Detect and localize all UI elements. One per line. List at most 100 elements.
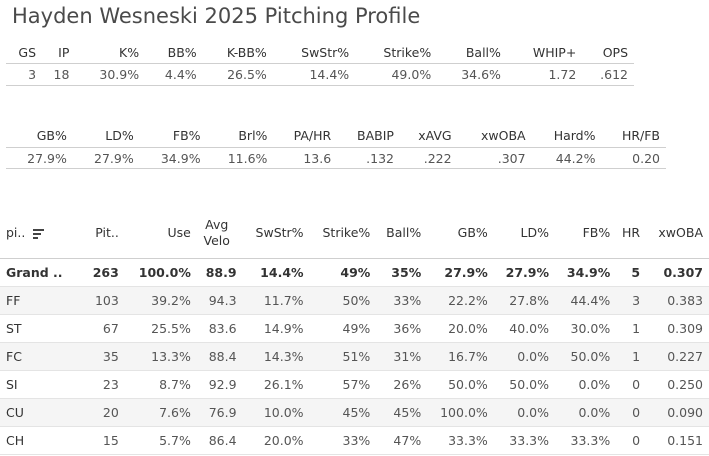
cell-hr: 0 bbox=[616, 370, 647, 399]
cell-xwoba: 0.151 bbox=[646, 426, 709, 455]
summary-1-header-row: GS IP K% BB% K-BB% SwStr% Strike% Ball% … bbox=[6, 41, 634, 64]
cell-strike-pct: 33% bbox=[309, 426, 377, 455]
cell-ball-pct: 36% bbox=[376, 314, 428, 343]
value-babip: .132 bbox=[337, 147, 400, 169]
cell-fb-pct: 0.0% bbox=[555, 398, 617, 427]
summary-table-2: GB% LD% FB% Brl% PA/HR BABIP xAVG xwOBA … bbox=[6, 124, 666, 169]
grand-total-row[interactable]: Grand .. 263 100.0% 88.9 14.4% 49% 35% 27.9% 27.… bbox=[0, 258, 709, 287]
cell-swstr-pct: 26.1% bbox=[242, 370, 310, 399]
cell-swstr-pct: 14.4% bbox=[242, 258, 310, 287]
col-header-swstr-pct: SwStr% bbox=[301, 44, 350, 60]
value-k-pct: 30.9% bbox=[75, 63, 146, 86]
cell-hr: 0 bbox=[616, 398, 647, 427]
cell-pitch-type: Grand .. bbox=[0, 258, 86, 287]
cell-fb-pct: 33.3% bbox=[555, 426, 617, 455]
col-header-pitch-type[interactable]: pi.. bbox=[0, 208, 85, 259]
cell-swstr-pct: 14.3% bbox=[242, 342, 310, 371]
col-header-avg-velo-label: Avg Velo bbox=[203, 217, 230, 248]
table-row[interactable]: ST 67 25.5% 83.6 14.9% 49% 36% 20.0% 40.0% 30.0% 1… bbox=[0, 314, 709, 343]
cell-ball-pct: 33% bbox=[376, 286, 428, 315]
cell-pitch-type: SI bbox=[0, 370, 86, 399]
summary-2-value-row: 27.9% 27.9% 34.9% 11.6% 13.6 .132 .222 .… bbox=[6, 147, 666, 169]
value-gs: 3 bbox=[6, 63, 43, 86]
col-header-avg-velo[interactable]: Avg Velo bbox=[197, 208, 243, 259]
cell-use: 39.2% bbox=[124, 286, 197, 315]
cell-gb-pct: 33.3% bbox=[427, 426, 494, 455]
cell-hr: 1 bbox=[616, 314, 647, 343]
pitch-table-header-row: pi.. Pit.. Use Avg Velo SwStr% Strike% B… bbox=[0, 208, 709, 259]
cell-fb-pct: 44.4% bbox=[555, 286, 617, 315]
cell-swstr-pct: 10.0% bbox=[242, 398, 310, 427]
cell-pitch-type: CH bbox=[0, 426, 86, 455]
cell-pitch-type: CU bbox=[0, 398, 86, 427]
cell-use: 100.0% bbox=[124, 258, 197, 287]
cell-hr: 3 bbox=[616, 286, 647, 315]
cell-ball-pct: 47% bbox=[376, 426, 428, 455]
cell-pitch-type: FF bbox=[0, 286, 86, 315]
value-ip: 18 bbox=[42, 63, 76, 86]
col-header-strike-pct: Strike% bbox=[383, 44, 432, 60]
col-header-strike-pct[interactable]: Strike% bbox=[322, 225, 371, 240]
cell-use: 5.7% bbox=[124, 426, 197, 455]
col-header-ball-pct[interactable]: Ball% bbox=[386, 225, 422, 240]
cell-strike-pct: 49% bbox=[309, 258, 377, 287]
cell-xwoba: 0.090 bbox=[646, 398, 709, 427]
col-header-pitch-type-label: pi.. bbox=[6, 225, 26, 240]
cell-strike-pct: 49% bbox=[309, 314, 377, 343]
col-header-brl-pct: Brl% bbox=[238, 128, 268, 143]
col-header-ld-pct[interactable]: LD% bbox=[520, 225, 550, 240]
value-ops: .612 bbox=[582, 63, 634, 86]
col-header-use[interactable]: Use bbox=[167, 225, 191, 240]
cell-swstr-pct: 20.0% bbox=[242, 426, 310, 455]
cell-swstr-pct: 11.7% bbox=[242, 286, 310, 315]
cell-avg-velo: 88.4 bbox=[196, 342, 243, 371]
value-bb-pct: 4.4% bbox=[145, 63, 203, 86]
table-row[interactable]: FF 103 39.2% 94.3 11.7% 50% 33% 22.2% 27.8% 44.4%… bbox=[0, 286, 709, 315]
cell-strike-pct: 57% bbox=[309, 370, 377, 399]
value-pa-hr: 13.6 bbox=[273, 147, 338, 169]
cell-avg-velo: 94.3 bbox=[196, 286, 243, 315]
cell-ball-pct: 31% bbox=[376, 342, 428, 371]
col-header-babip: BABIP bbox=[357, 128, 394, 143]
col-header-gb-pct[interactable]: GB% bbox=[457, 225, 488, 240]
cell-ld-pct: 0.0% bbox=[493, 342, 556, 371]
value-swstr-pct: 14.4% bbox=[272, 63, 356, 86]
col-header-k-bb-pct: K-BB% bbox=[226, 44, 267, 60]
table-row[interactable]: FC 35 13.3% 88.4 14.3% 51% 31% 16.7% 0.0% 50.0% 1 0… bbox=[0, 342, 709, 371]
cell-pitch-type: ST bbox=[0, 314, 86, 343]
col-header-pitches[interactable]: Pit.. bbox=[95, 225, 119, 240]
cell-use: 7.6% bbox=[124, 398, 197, 427]
table-row[interactable]: SI 23 8.7% 92.9 26.1% 57% 26% 50.0% 50.0% 0.0% 0 0.… bbox=[0, 370, 709, 399]
col-header-fb-pct: FB% bbox=[172, 128, 201, 143]
cell-gb-pct: 22.2% bbox=[427, 286, 494, 315]
summary-2-header-row: GB% LD% FB% Brl% PA/HR BABIP xAVG xwOBA … bbox=[6, 124, 666, 148]
cell-strike-pct: 50% bbox=[309, 286, 377, 315]
cell-swstr-pct: 14.9% bbox=[242, 314, 310, 343]
cell-fb-pct: 34.9% bbox=[555, 258, 617, 287]
cell-pitches: 20 bbox=[85, 398, 125, 427]
col-header-swstr-pct[interactable]: SwStr% bbox=[255, 225, 304, 240]
col-header-whip-plus: WHIP+ bbox=[532, 44, 577, 60]
col-header-hr[interactable]: HR bbox=[622, 225, 641, 240]
table-row[interactable]: CU 20 7.6% 76.9 10.0% 45% 45% 100.0% 0.0% 0.0% 0 0.… bbox=[0, 398, 709, 427]
summary-1-value-row: 3 18 30.9% 4.4% 26.5% 14.4% 49.0% 34.6% … bbox=[6, 63, 634, 86]
summary-table-1: GS IP K% BB% K-BB% SwStr% Strike% Ball% … bbox=[6, 41, 634, 86]
cell-pitch-type: FC bbox=[0, 342, 86, 371]
cell-xwoba: 0.309 bbox=[646, 314, 709, 343]
cell-ld-pct: 33.3% bbox=[493, 426, 556, 455]
sort-icon[interactable] bbox=[33, 229, 45, 239]
cell-pitches: 67 bbox=[85, 314, 125, 343]
table-row[interactable]: CH 15 5.7% 86.4 20.0% 33% 47% 33.3% 33.3% 33.3% 0 0… bbox=[0, 426, 709, 455]
cell-pitches: 23 bbox=[85, 370, 125, 399]
cell-hr: 5 bbox=[616, 258, 647, 287]
cell-use: 8.7% bbox=[124, 370, 197, 399]
col-header-xwoba[interactable]: xwOBA bbox=[658, 225, 703, 240]
col-header-fb-pct[interactable]: FB% bbox=[582, 225, 611, 240]
cell-ball-pct: 26% bbox=[376, 370, 428, 399]
cell-pitches: 103 bbox=[85, 286, 125, 315]
cell-strike-pct: 45% bbox=[309, 398, 377, 427]
value-fb-pct: 34.9% bbox=[139, 147, 207, 169]
value-brl-pct: 11.6% bbox=[206, 147, 274, 169]
value-ball-pct: 34.6% bbox=[437, 63, 507, 86]
value-gb-pct: 27.9% bbox=[6, 147, 73, 169]
